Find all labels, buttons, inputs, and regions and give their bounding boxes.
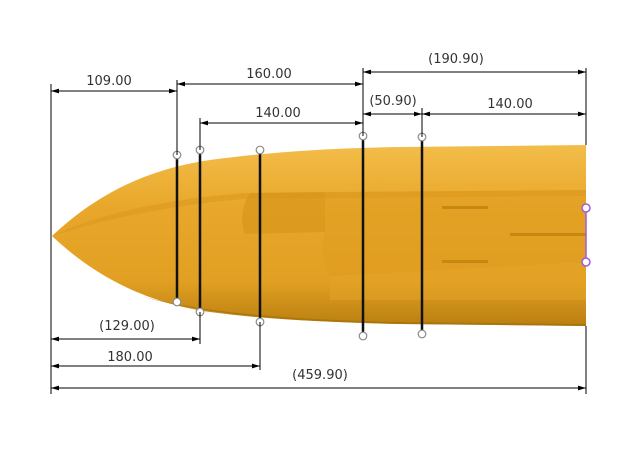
hull-chine-upper — [52, 190, 586, 236]
handle-point[interactable] — [358, 331, 368, 341]
hull-side-panel — [323, 190, 586, 276]
dimension-label[interactable]: (459.90) — [292, 368, 348, 383]
hull-detail-slot-3 — [510, 233, 586, 236]
hull-lower-band — [330, 262, 586, 300]
dimension-label[interactable]: (190.90) — [428, 52, 484, 67]
handle-point[interactable] — [255, 145, 265, 155]
dimension-lines — [51, 69, 586, 391]
hull-model[interactable] — [52, 145, 586, 326]
dimension-label[interactable]: 109.00 — [86, 74, 132, 89]
dimension-label[interactable]: (50.90) — [369, 94, 416, 109]
hull-detail-slot-2 — [442, 260, 488, 263]
handle-point[interactable] — [172, 297, 182, 307]
dimension-label[interactable]: 160.00 — [246, 67, 292, 82]
handle-point[interactable] — [417, 329, 427, 339]
selection-handle[interactable] — [581, 203, 591, 213]
dimension-label[interactable]: 140.00 — [487, 97, 533, 112]
dimension-label[interactable]: (129.00) — [99, 319, 155, 334]
station-lines — [175, 136, 424, 336]
dimension-label[interactable]: 140.00 — [255, 106, 301, 121]
hull-deck-panel — [242, 192, 325, 234]
dimension-label[interactable]: 180.00 — [107, 350, 153, 365]
selection-handle[interactable] — [581, 257, 591, 267]
selected-edge[interactable] — [581, 203, 591, 267]
hull-detail-slot-1 — [442, 206, 488, 209]
dimension-labels: 109.00 160.00 (190.90) (50.90) 140.00 14… — [86, 52, 533, 383]
